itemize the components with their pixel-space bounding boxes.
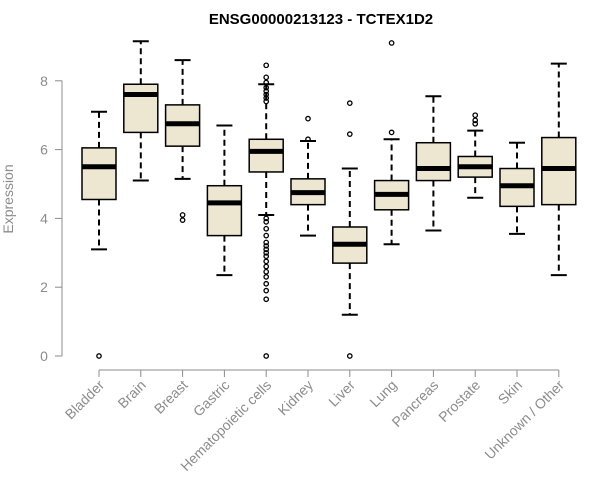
outlier-point — [263, 274, 270, 280]
x-tick-label: Bladder — [62, 377, 108, 423]
outlier-point — [346, 131, 353, 137]
outlier-point — [263, 268, 270, 275]
outlier-point — [346, 100, 353, 107]
outlier-point — [388, 40, 395, 46]
outlier-point — [263, 280, 270, 287]
box-gastric — [206, 124, 243, 277]
iqr-box — [541, 136, 577, 206]
x-tick-label: Breast — [151, 377, 191, 417]
outlier-point — [263, 287, 270, 294]
boxes-group — [81, 40, 577, 359]
y-tick-label: 8 — [40, 73, 48, 89]
outlier-point — [263, 246, 270, 253]
outlier-point — [305, 115, 311, 122]
outlier-point — [263, 249, 270, 256]
iqr-box — [81, 147, 117, 201]
x-tick-label: Kidney — [275, 377, 317, 419]
iqr-box — [415, 141, 452, 182]
outlier-point — [263, 253, 270, 260]
outlier-point — [263, 218, 270, 225]
outlier-point — [263, 88, 270, 94]
box-lung — [373, 40, 410, 246]
y-tick-label: 0 — [40, 348, 48, 364]
iqr-box — [248, 138, 284, 173]
box-brain — [123, 40, 159, 182]
y-tick-label: 4 — [40, 210, 48, 226]
outlier-point — [388, 129, 395, 136]
x-tick-label: Prostate — [435, 377, 483, 425]
outlier-point — [179, 217, 186, 223]
x-tick-label: Skin — [495, 377, 526, 408]
outlier-point — [263, 62, 270, 69]
x-tick-label: Lung — [366, 377, 399, 410]
box-breast — [164, 59, 201, 223]
y-tick-label: 6 — [40, 142, 48, 158]
iqr-box — [206, 184, 243, 237]
outlier-point — [263, 84, 270, 91]
outlier-point — [263, 258, 270, 265]
y-tick-label: 2 — [40, 279, 48, 295]
box-bladder — [81, 110, 117, 359]
outlier-point — [263, 243, 270, 249]
outlier-point — [263, 95, 270, 101]
outlier-point — [472, 120, 479, 127]
box-kidney — [290, 115, 326, 237]
y-axis: 0 2 4 6 8 — [40, 73, 63, 364]
outlier-point — [263, 263, 270, 270]
outlier-point — [263, 353, 270, 359]
chart-title: ENSG00000213123 - TCTEX1D2 — [209, 11, 433, 28]
x-tick-label: Brain — [114, 377, 148, 411]
outlier-point — [263, 232, 270, 239]
box-liver — [332, 100, 368, 359]
box-prostate — [457, 112, 493, 199]
outlier-point — [263, 98, 270, 105]
outlier-point — [263, 79, 270, 86]
outlier-point — [346, 353, 353, 359]
box-pancreas — [415, 95, 452, 232]
x-tick-label: Liver — [325, 377, 358, 410]
box-unknown-other — [541, 62, 577, 277]
box-hematopoietic-cells — [248, 62, 284, 359]
y-axis-label: Expression — [0, 164, 16, 233]
box-skin — [499, 141, 535, 235]
outlier-point — [179, 212, 186, 218]
iqr-box — [123, 83, 159, 134]
outlier-point — [263, 225, 270, 232]
outlier-point — [96, 353, 102, 359]
outlier-point — [472, 117, 479, 124]
x-tick-label: Unknown / Other — [481, 377, 567, 463]
outlier-point — [263, 296, 270, 303]
outlier-point — [305, 136, 311, 143]
outlier-point — [263, 74, 270, 81]
outlier-point — [263, 91, 270, 98]
outlier-point — [263, 215, 270, 222]
outlier-point — [263, 239, 270, 246]
outlier-point — [472, 112, 479, 119]
